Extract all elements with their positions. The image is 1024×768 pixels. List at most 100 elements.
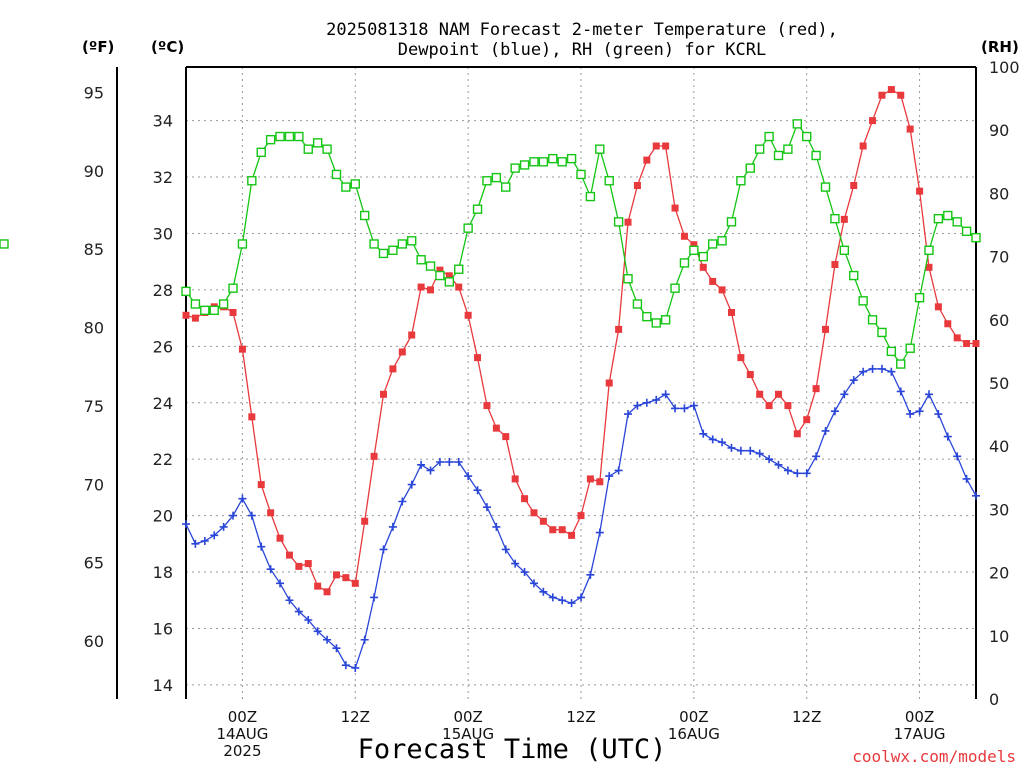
- temperature-point: [596, 478, 604, 486]
- y-tick-label-fahrenheit: 65: [84, 554, 104, 573]
- temperature-point: [323, 588, 331, 596]
- temperature-point: [304, 560, 312, 568]
- y-tick-label-rh: 60: [989, 311, 1009, 330]
- dewpoint-point: [605, 472, 614, 481]
- y-tick-label-celsius: 24: [153, 394, 173, 413]
- temperature-point: [248, 413, 256, 421]
- rh-point: [595, 144, 605, 154]
- rh-point: [491, 172, 502, 183]
- rh-point: [670, 283, 680, 293]
- dewpoint-point: [671, 404, 680, 413]
- temperature-point: [784, 402, 792, 410]
- dewpoint-point: [727, 443, 736, 452]
- rh-point: [773, 150, 784, 161]
- temperature-point: [380, 390, 387, 398]
- rh-point: [416, 255, 426, 265]
- y-tick-label-celsius: 28: [153, 281, 173, 300]
- y-tick-label-celsius: 26: [153, 337, 173, 356]
- dewpoint-point: [511, 559, 520, 568]
- dewpoint-point: [812, 452, 821, 461]
- rh-point: [237, 239, 248, 249]
- rh-point: [218, 299, 229, 309]
- x-tick-label: 12Z: [566, 708, 595, 726]
- dewpoint-point: [257, 542, 266, 551]
- dewpoint-point: [182, 520, 190, 529]
- y-tick-label-rh: 20: [989, 564, 1009, 583]
- axes: [116, 66, 977, 699]
- dewpoint-point: [746, 446, 755, 455]
- rh-point: [454, 264, 464, 274]
- x-tick-label: 00Z: [679, 708, 708, 726]
- temperature-point: [238, 345, 246, 353]
- rh-point: [764, 131, 774, 142]
- y-tick-label-fahrenheit: 70: [84, 475, 104, 494]
- dewpoint-point: [313, 627, 322, 636]
- rh-point: [397, 239, 408, 249]
- rh-point: [707, 239, 718, 249]
- grid-lines: [186, 67, 976, 699]
- rh-point: [905, 343, 915, 353]
- y-tick-label-rh: 0: [989, 690, 999, 709]
- dewpoint-point: [219, 522, 228, 531]
- y-tick-label-celsius: 18: [153, 563, 173, 582]
- rh-point: [275, 131, 285, 142]
- dewpoint-point: [332, 644, 341, 653]
- dewpoint-point: [633, 401, 642, 410]
- temperature-point: [765, 402, 773, 410]
- dewpoint-point: [379, 545, 388, 554]
- dewpoint-point: [830, 407, 839, 416]
- dewpoint-point: [445, 458, 454, 466]
- dewpoint-point: [896, 387, 905, 396]
- temperature-point: [897, 91, 905, 99]
- temperature-point: [427, 286, 435, 294]
- temperature-point: [812, 385, 820, 393]
- temperature-point: [878, 91, 886, 99]
- rh-point: [369, 239, 379, 249]
- temperature-point: [831, 261, 839, 268]
- temperature-point: [276, 534, 284, 542]
- temperature-point: [699, 263, 707, 271]
- fahrenheit-unit-label: (ºF): [82, 38, 114, 56]
- temperature-point: [295, 562, 303, 570]
- rh-series: [0, 119, 981, 369]
- y-tick-label-fahrenheit: 90: [84, 162, 104, 181]
- rh-point: [519, 160, 530, 170]
- rh-point: [604, 176, 614, 186]
- temperature-point: [727, 308, 735, 316]
- y-tick-label-fahrenheit: 80: [84, 319, 104, 338]
- rh-point: [943, 210, 953, 221]
- dewpoint-point: [661, 390, 670, 399]
- dewpoint-point: [482, 503, 491, 512]
- temperature-point: [869, 117, 877, 125]
- temperature-point: [549, 526, 557, 534]
- dewpoint-point: [821, 426, 830, 435]
- rh-point: [463, 223, 473, 233]
- celsius-unit-label: (ºC): [151, 38, 184, 56]
- dewpoint-point: [229, 511, 238, 520]
- temperature-point: [586, 475, 594, 483]
- temperature-point: [483, 402, 491, 410]
- dewpoint-point: [774, 460, 783, 469]
- rh-point: [952, 217, 962, 227]
- temperature-point: [370, 452, 378, 460]
- rh-point: [792, 119, 803, 129]
- dewpoint-point: [868, 364, 877, 373]
- rh-point: [651, 318, 661, 328]
- y-tick-label-rh: 70: [989, 248, 1009, 267]
- rh-point: [200, 305, 210, 316]
- dewpoint-point: [953, 452, 962, 461]
- temperature-point: [361, 517, 369, 525]
- rh-point: [698, 251, 708, 262]
- temperature-point: [229, 308, 237, 316]
- rh-point: [689, 245, 699, 255]
- y-tick-labels: 14 16 18 20 22 24 26 28 30 32 34 60 65 70 75 80 85 90 95 0 1…: [84, 58, 1020, 709]
- temperature-point: [643, 156, 651, 164]
- rh-point: [961, 226, 972, 237]
- rh-point: [482, 176, 492, 186]
- temperature-point: [887, 86, 895, 94]
- dewpoint-point: [567, 599, 576, 608]
- credit-text: coolwx.com/models: [852, 747, 1016, 766]
- temperature-point: [558, 526, 566, 534]
- temperature-point: [944, 320, 952, 328]
- dewpoint-point: [755, 449, 764, 458]
